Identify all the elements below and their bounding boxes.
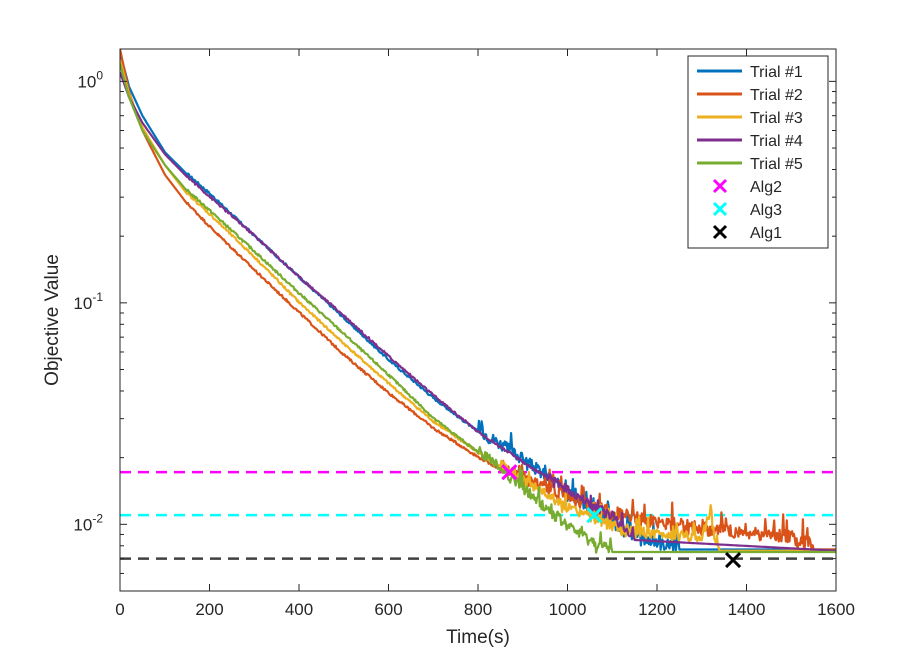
axis-tick-labels: 0 200 400 600 800 1000 1200 1400 1600 10-2 10-1 100 [73, 68, 855, 619]
svg-text:Alg1: Alg1 [750, 225, 782, 242]
legend-item-alg1: Alg1 [712, 224, 782, 242]
alg-markers [501, 464, 742, 569]
series-line-trial-2 [120, 49, 836, 553]
legend-item-trial-5: Trial #5 [697, 156, 803, 173]
x-tick-label: 800 [464, 600, 492, 619]
series-line-trial-4 [120, 71, 836, 552]
y-tick-label: 10-2 [73, 511, 103, 534]
y-tick-label: 100 [77, 68, 103, 91]
marker-alg2 [501, 464, 518, 481]
legend-item-alg3: Alg3 [712, 201, 782, 219]
x-tick-label: 1400 [728, 600, 766, 619]
x-tick-label: 1600 [817, 600, 855, 619]
legend-item-trial-2: Trial #2 [697, 87, 803, 104]
legend-item-alg2: Alg2 [712, 178, 782, 196]
x-axis-label: Time(s) [446, 627, 510, 648]
x-tick-label: 400 [285, 600, 313, 619]
series-lines [120, 49, 836, 554]
x-tick-label: 600 [374, 600, 402, 619]
series-line-trial-5 [120, 63, 836, 554]
reference-lines [120, 470, 836, 560]
axis-ticks [119, 49, 837, 592]
svg-text:Alg2: Alg2 [750, 179, 782, 196]
y-tick-label: 10-1 [73, 290, 103, 313]
x-tick-label: 1200 [638, 600, 676, 619]
marker-alg3 [586, 507, 603, 524]
x-tick-label: 200 [195, 600, 223, 619]
legend-box [687, 55, 829, 249]
svg-text:Trial #1: Trial #1 [750, 64, 803, 81]
legend: Trial #1 Trial #2 Trial #3 Trial #4 Trial #5… [687, 55, 829, 249]
svg-text:Trial #4: Trial #4 [750, 133, 803, 150]
svg-text:Trial #3: Trial #3 [750, 110, 803, 127]
svg-text:Trial #5: Trial #5 [750, 156, 803, 173]
svg-text:Trial #2: Trial #2 [750, 87, 803, 104]
svg-text:Alg3: Alg3 [750, 202, 782, 219]
legend-item-trial-1: Trial #1 [697, 64, 803, 81]
legend-item-trial-4: Trial #4 [697, 133, 803, 150]
marker-alg1 [725, 551, 742, 569]
y-axis-label: Objective Value [42, 254, 63, 386]
x-tick-label: 1000 [549, 600, 587, 619]
legend-item-trial-3: Trial #3 [697, 110, 803, 127]
x-tick-label: 0 [115, 600, 124, 619]
